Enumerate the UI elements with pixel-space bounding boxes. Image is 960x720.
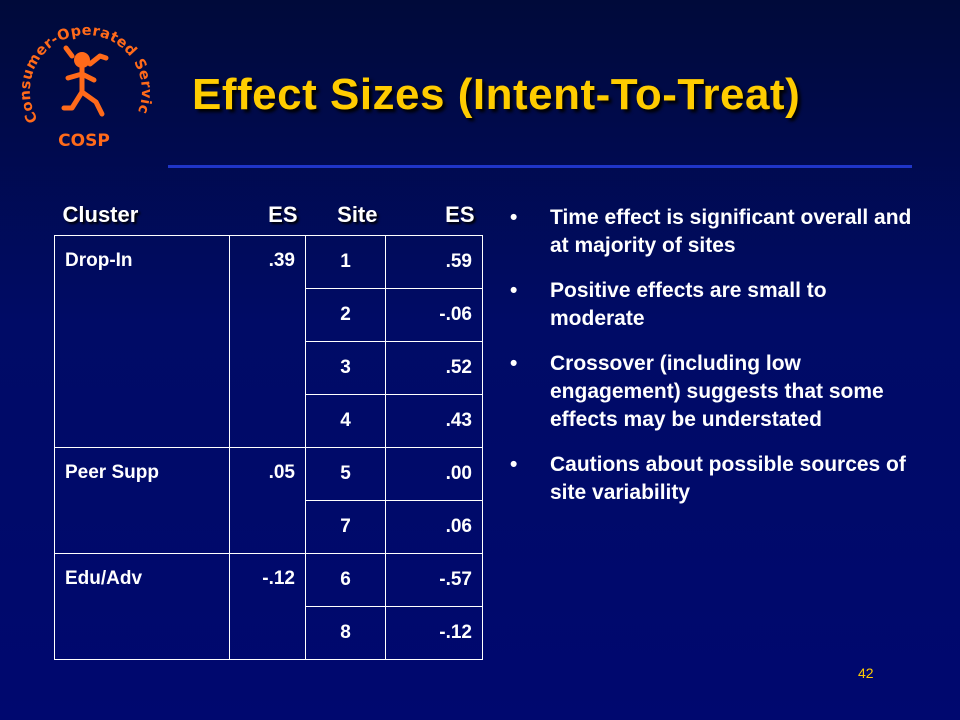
- bullet-text: Crossover (including low engagement) sug…: [550, 352, 884, 431]
- header-cluster: Cluster: [62, 202, 139, 227]
- header-site-es: ES: [445, 202, 475, 227]
- bullet-text: Cautions about possible sources of site …: [550, 453, 906, 504]
- cosp-logo: Consumer-Operated Service Program COSP: [2, 0, 160, 158]
- header-cluster-es: ES: [268, 202, 298, 227]
- table-row: Drop-In .39 1.59: [54, 235, 483, 448]
- site-number-cell: 8: [305, 606, 386, 660]
- site-number-cell: 1: [305, 235, 386, 289]
- bullet-dot-icon: •: [510, 453, 518, 476]
- bullet-dot-icon: •: [510, 352, 518, 375]
- site-number-cell: 3: [305, 341, 386, 395]
- logo-acronym: COSP: [58, 131, 110, 151]
- table-header-row: Cluster ES Site ES: [55, 195, 483, 236]
- header-site: Site: [337, 202, 378, 227]
- site-number-cell: 6: [305, 553, 386, 607]
- site-es-cell: .52: [385, 341, 483, 395]
- site-es-cell: .59: [385, 235, 483, 289]
- cluster-es-cell: -.12: [229, 553, 306, 660]
- bullet-item: • Positive effects are small to moderate: [510, 277, 920, 333]
- bullet-list: • Time effect is significant overall and …: [510, 204, 920, 524]
- bullet-text: Positive effects are small to moderate: [550, 279, 827, 330]
- table-row: 4.43: [55, 394, 483, 448]
- table-row: 7.06: [55, 500, 483, 554]
- site-es-cell: .43: [385, 394, 483, 448]
- bullet-dot-icon: •: [510, 279, 518, 302]
- page-number: 42: [858, 665, 874, 681]
- bullet-text: Time effect is significant overall and a…: [550, 206, 912, 257]
- effect-size-table-container: Cluster ES Site ES Drop-In .39 1.59 2 -.06 3.…: [54, 195, 483, 660]
- table-row: 3.52: [55, 341, 483, 395]
- cluster-es-cell: .05: [229, 447, 306, 554]
- bullet-item: • Time effect is significant overall and …: [510, 204, 920, 260]
- slide-title: Effect Sizes (Intent-To-Treat): [192, 70, 801, 119]
- table-row: Peer Supp .05 5.00: [54, 447, 483, 554]
- cluster-es-cell: .39: [229, 235, 306, 448]
- site-number-cell: 4: [305, 394, 386, 448]
- site-number-cell: 7: [305, 500, 386, 554]
- cluster-name-cell: Drop-In: [54, 235, 230, 448]
- title-divider: [168, 165, 912, 168]
- site-es-cell: -.12: [385, 606, 483, 660]
- site-es-cell: .00: [385, 447, 483, 501]
- table-body: Drop-In .39 1.59 2 -.06 3.52 4.43 Peer Supp .05 5…: [54, 235, 483, 660]
- site-es-cell: -.06: [385, 288, 483, 342]
- running-figure-icon: [61, 45, 109, 117]
- table-row: Edu/Adv -.12 6 -.57: [54, 553, 483, 660]
- bullet-item: • Crossover (including low engagement) su…: [510, 350, 920, 434]
- effect-size-table: Cluster ES Site ES Drop-In .39 1.59 2 -.06 3.…: [54, 195, 483, 660]
- site-es-cell: .06: [385, 500, 483, 554]
- cluster-name-cell: Peer Supp: [54, 447, 230, 554]
- cluster-name-cell: Edu/Adv: [54, 553, 230, 660]
- site-number-cell: 2: [305, 288, 386, 342]
- bullet-item: • Cautions about possible sources of site…: [510, 451, 920, 507]
- bullet-dot-icon: •: [510, 206, 518, 229]
- site-es-cell: -.57: [385, 553, 483, 607]
- table-row: 8 -.12: [55, 606, 483, 660]
- site-number-cell: 5: [305, 447, 386, 501]
